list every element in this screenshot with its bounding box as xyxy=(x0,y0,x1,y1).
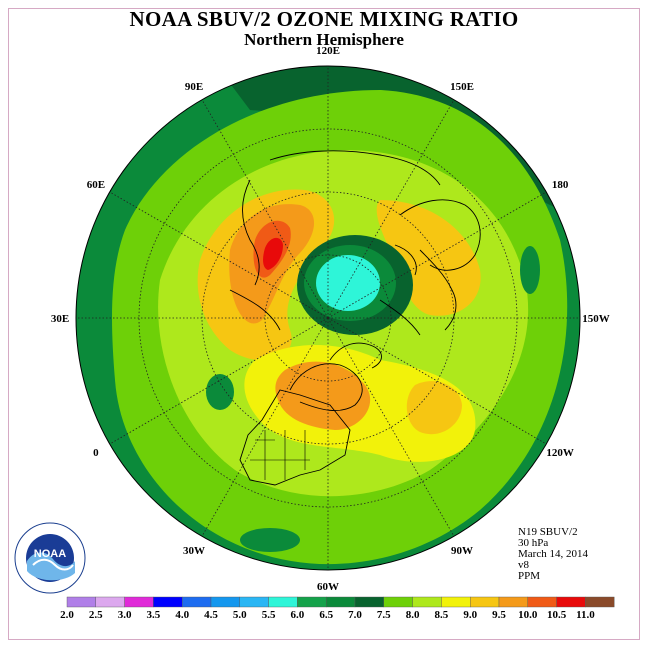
longitude-label: 60E xyxy=(87,179,105,191)
field-8-5-europe xyxy=(376,200,481,316)
field-low-east xyxy=(520,246,540,294)
noaa-logo: NOAA xyxy=(14,522,86,594)
field-low-south xyxy=(240,528,300,552)
longitude-label: 90W xyxy=(451,545,473,557)
info-panel: N19 SBUV/2 30 hPa March 14, 2014 v8 PPM xyxy=(518,527,588,582)
field-9-0-america xyxy=(275,361,371,430)
field-9-0-atlantic xyxy=(406,381,462,435)
field-dark-ring-ne xyxy=(220,66,560,210)
longitude-labels: 90E 60E 30E 0 30W 60W 90W 120W 150W 180 150E 120E xyxy=(51,45,610,593)
longitude-label: 60W xyxy=(317,581,339,593)
latitude-circle xyxy=(264,254,392,382)
longitude-label: 0 xyxy=(93,447,99,459)
longitude-label: 150E xyxy=(450,81,474,93)
figure-frame xyxy=(8,8,640,640)
figure-title: NOAA SBUV/2 OZONE MIXING RATIO xyxy=(129,7,519,31)
logo-text: NOAA xyxy=(34,548,66,560)
info-version: v8 xyxy=(518,559,529,571)
map-boundary xyxy=(75,65,581,571)
info-level: 30 hPa xyxy=(518,537,549,549)
info-date: March 14, 2014 xyxy=(518,548,588,560)
longitude-label: 30W xyxy=(183,545,205,557)
longitude-label: 120W xyxy=(546,447,574,459)
longitude-label: 90E xyxy=(185,81,203,93)
longitude-label: 30E xyxy=(51,313,69,325)
meridian-line xyxy=(327,317,455,537)
longitude-label: 180 xyxy=(552,179,569,191)
field-low-pacific xyxy=(206,374,234,410)
vortex-core xyxy=(316,255,380,311)
meridian-line xyxy=(201,99,329,319)
meridian-line xyxy=(327,317,547,445)
info-units: PPM xyxy=(518,570,541,582)
longitude-label: 150W xyxy=(582,313,610,325)
coastlines xyxy=(229,150,481,486)
info-satellite: N19 SBUV/2 xyxy=(518,526,578,538)
latitude-circle xyxy=(201,191,455,445)
figure-subtitle: Northern Hemisphere xyxy=(244,30,404,49)
latitude-circle xyxy=(138,128,518,508)
field-10-0-siberia xyxy=(263,237,283,270)
longitude-label: 120E xyxy=(316,45,340,57)
meridian-line xyxy=(109,191,329,319)
graticule xyxy=(76,66,580,570)
